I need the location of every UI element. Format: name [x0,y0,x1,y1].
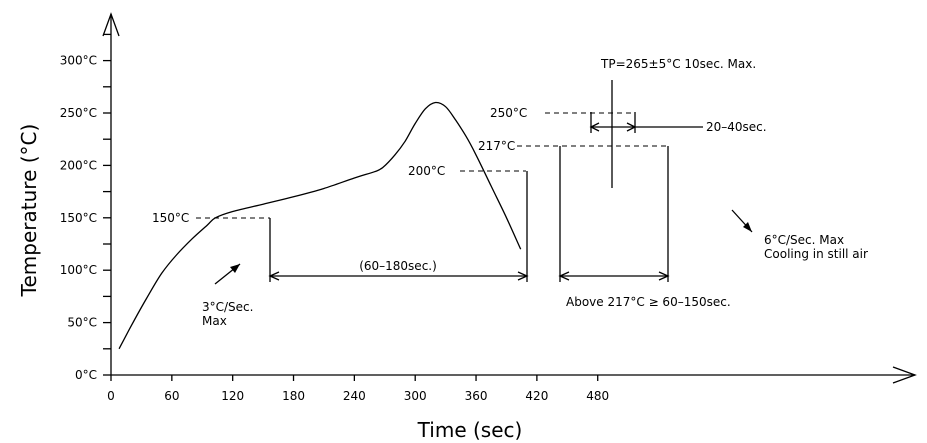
y-tick-label: 250°C [60,106,97,120]
marker-150: 150°C [152,211,189,225]
x-tick-label: 120 [221,389,244,403]
marker-250: 250°C [490,106,527,120]
ramp-up-arrow-head [230,264,240,273]
y-axis-title: Temperature (°C) [17,124,41,298]
x-tick-label: 420 [525,389,548,403]
x-tick-label: 480 [586,389,609,403]
x-axis-title: Time (sec) [417,418,523,442]
x-tick-label: 360 [465,389,488,403]
peak-label: TP=265±5°C 10sec. Max. [600,57,756,71]
cooling-label-1: 6°C/Sec. Max [764,233,844,247]
y-tick-label: 0°C [75,368,97,382]
above217-label: Above 217°C ≥ 60–150sec. [566,295,731,309]
cooling-label-2: Cooling in still air [764,247,868,261]
y-tick-label: 300°C [60,54,97,68]
x-tick-label: 240 [343,389,366,403]
y-tick-label: 100°C [60,263,97,277]
x-tick-label: 60 [164,389,179,403]
reflow-profile-curve [119,102,521,348]
marker-200: 200°C [408,164,445,178]
window-label: 20–40sec. [706,120,767,134]
y-tick-label: 50°C [67,316,97,330]
marker-217: 217°C [478,139,515,153]
ramp-up-label-2: Max [202,314,227,328]
x-tick-label: 300 [404,389,427,403]
y-tick-label: 200°C [60,158,97,172]
soak-label: (60–180sec.) [359,259,437,273]
x-tick-label: 0 [107,389,115,403]
x-tick-label: 180 [282,389,305,403]
ramp-up-label-1: 3°C/Sec. [202,300,253,314]
y-tick-label: 150°C [60,211,97,225]
